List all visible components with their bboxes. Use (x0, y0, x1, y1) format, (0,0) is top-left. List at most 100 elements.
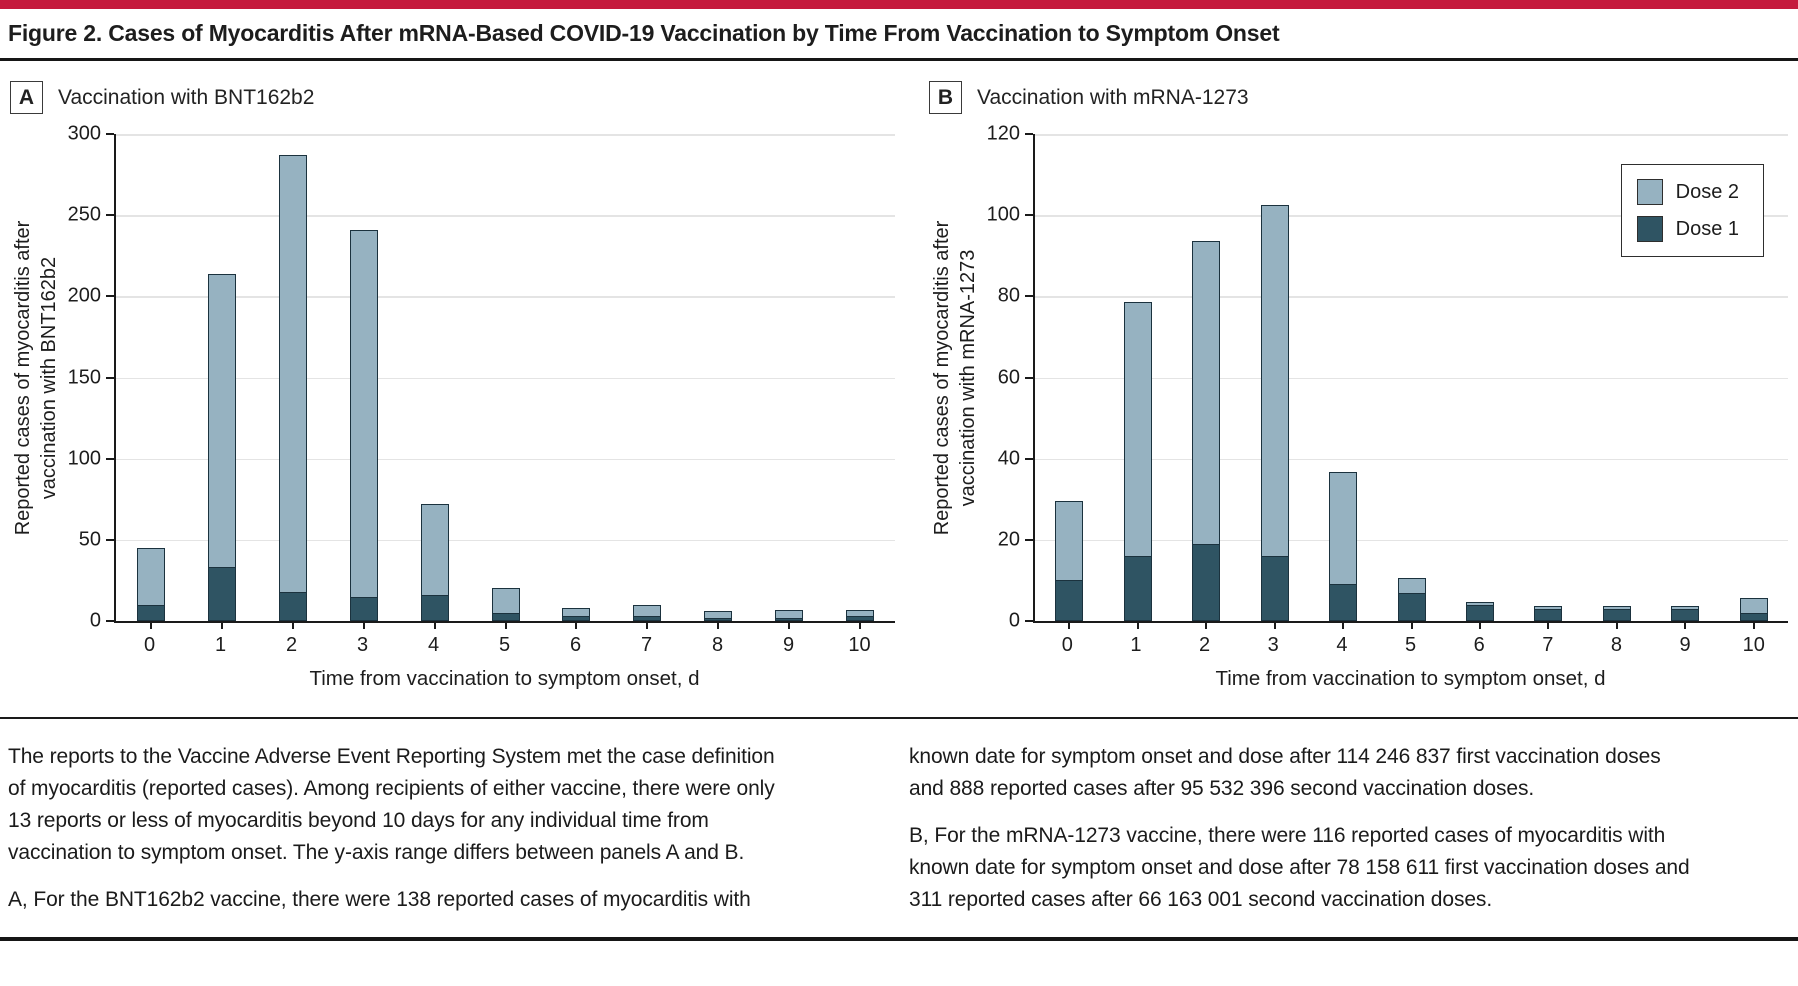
gridline-40 (1035, 458, 1788, 461)
gridline-120 (1035, 134, 1788, 136)
chart-b-x-axis-title: Time from vaccination to symptom onset, … (1215, 667, 1606, 690)
caption-right-paragraph-2: B, For the mRNA-1273 vaccine, there were… (909, 823, 1690, 911)
x-tick-label-6: 6 (569, 634, 582, 656)
y-tick-mark-150 (106, 376, 114, 379)
y-tick-label-60: 60 (997, 366, 1020, 388)
panel-a: A Vaccination with BNT162b2 Reported cas… (8, 75, 901, 691)
gridline-50 (116, 539, 895, 542)
title-block: Figure 2. Cases of Myocarditis After mRN… (0, 9, 1798, 58)
figure-row: A Vaccination with BNT162b2 Reported cas… (0, 61, 1798, 691)
y-tick-label-100: 100 (67, 447, 101, 470)
panel-b-title: Vaccination with mRNA-1273 (977, 85, 1249, 109)
dose1-swatch (1636, 216, 1663, 242)
caption-right-paragraph-1: known date for symptom onset and dose af… (909, 745, 1661, 800)
bar-day-1 (1123, 301, 1152, 621)
bar-day-2-dose2-segment (1192, 241, 1221, 546)
x-tick-label-1: 1 (1130, 634, 1142, 656)
legend-item-dose2: Dose 2 (1636, 179, 1739, 205)
dose2-swatch (1636, 179, 1663, 205)
x-tick-mark-8 (716, 623, 719, 629)
panel-b-letter: B (929, 81, 962, 114)
y-tick-label-80: 80 (997, 284, 1020, 307)
y-tick-mark-250 (106, 214, 114, 217)
y-tick-label-40: 40 (997, 447, 1020, 470)
y-tick-label-300: 300 (67, 122, 101, 145)
panel-b: B Vaccination with mRNA-1273 Reported ca… (901, 75, 1794, 691)
bar-day-4 (420, 504, 449, 621)
top-accent-bar (0, 0, 1798, 9)
bar-day-4-dose1-segment (1329, 584, 1358, 621)
bar-day-3-dose2-segment (1260, 204, 1289, 558)
gridline-100 (116, 458, 895, 461)
x-tick-mark-0 (1068, 623, 1071, 629)
x-tick-mark-4 (433, 623, 436, 629)
bar-day-7 (633, 604, 662, 621)
chart-a-y-axis-title: Reported cases of myocarditis after vacc… (8, 134, 64, 621)
x-tick-mark-4 (1342, 623, 1345, 629)
x-tick-label-2: 2 (1199, 634, 1211, 656)
y-tick-mark-0 (106, 620, 114, 622)
chart-b-plot-column: Dose 2 Dose 1 0 1 2 3 4 5 6 7 8 9 10 Time from vac… (1033, 134, 1794, 691)
x-tick-mark-10 (858, 623, 861, 629)
x-tick-label-0: 0 (1061, 634, 1073, 656)
bottom-rule (0, 936, 1798, 941)
bar-day-6-dose1-segment (562, 616, 591, 621)
x-tick-label-2: 2 (285, 634, 298, 656)
bar-day-0-dose2-segment (1055, 500, 1084, 582)
bar-day-3-dose2-segment (349, 229, 378, 599)
x-tick-mark-9 (1684, 623, 1687, 629)
y-tick-label-0: 0 (1008, 609, 1020, 632)
gridline-300 (116, 134, 895, 136)
panel-a-header: A Vaccination with BNT162b2 (10, 81, 901, 114)
y-tick-mark-50 (106, 538, 114, 541)
chart-b: Reported cases of myocarditis after vacc… (927, 123, 1794, 691)
y-tick-mark-300 (106, 133, 114, 135)
bar-day-9-dose1-segment (1671, 608, 1700, 621)
caption-left-paragraph-1: The reports to the Vaccine Adverse Event… (8, 745, 775, 864)
x-tick-label-8: 8 (1610, 634, 1622, 656)
x-tick-mark-9 (787, 623, 790, 629)
caption-top-rule (0, 717, 1798, 719)
x-tick-label-10: 10 (848, 634, 871, 656)
y-tick-mark-40 (1025, 457, 1033, 460)
bar-day-2 (1192, 241, 1221, 621)
chart-b-y-axis: 0 20 40 60 80 100 120 (983, 123, 1033, 632)
bar-day-1 (208, 273, 237, 621)
bar-day-5-dose2-segment (491, 588, 520, 615)
bar-day-0-dose2-segment (137, 547, 166, 607)
title-rule (0, 58, 1798, 61)
bar-day-7-dose1-segment (1534, 608, 1563, 621)
x-tick-mark-2 (1205, 623, 1208, 629)
chart-a-x-axis-title: Time from vaccination to symptom onset, … (309, 667, 700, 690)
chart-b-y-axis-title-text: Reported cases of myocarditis after vacc… (931, 220, 979, 535)
bar-day-10-dose1-segment (845, 616, 874, 621)
bar-day-10 (1739, 598, 1768, 621)
y-tick-mark-120 (1025, 133, 1033, 135)
bar-day-3 (349, 229, 378, 621)
gridline-150 (116, 377, 895, 379)
x-tick-mark-8 (1615, 623, 1618, 629)
legend-item-dose1: Dose 1 (1636, 216, 1739, 242)
chart-a: Reported cases of myocarditis after vacc… (8, 123, 901, 691)
panel-a-title: Vaccination with BNT162b2 (58, 85, 315, 109)
x-tick-label-5: 5 (498, 634, 511, 656)
gridline-20 (1035, 539, 1788, 542)
bar-day-10 (845, 609, 874, 621)
chart-b-x-tick-labels: 0 1 2 3 4 5 6 7 8 9 10 (1033, 634, 1788, 657)
chart-a-plot-column: 0 1 2 3 4 5 6 7 8 9 10 Time from vaccination to sy… (114, 134, 901, 691)
bar-day-2-dose1-segment (279, 591, 308, 621)
chart-b-plot-area: Dose 2 Dose 1 (1033, 134, 1788, 629)
bar-day-2 (279, 154, 308, 621)
x-tick-label-3: 3 (356, 634, 369, 656)
bar-day-1-dose1-segment (1123, 556, 1152, 621)
bar-day-8-dose1-segment (703, 617, 732, 621)
chart-a-y-axis: 0 50 100 150 200 250 300 (64, 123, 114, 632)
y-tick-label-250: 250 (67, 203, 101, 226)
y-tick-mark-100 (1025, 214, 1033, 217)
panel-a-letter: A (10, 81, 43, 114)
bar-day-5 (1397, 577, 1426, 621)
bar-day-5-dose1-segment (1397, 592, 1426, 621)
x-tick-mark-5 (1410, 623, 1413, 629)
chart-a-plot-area (114, 134, 895, 629)
x-tick-mark-0 (150, 623, 153, 629)
